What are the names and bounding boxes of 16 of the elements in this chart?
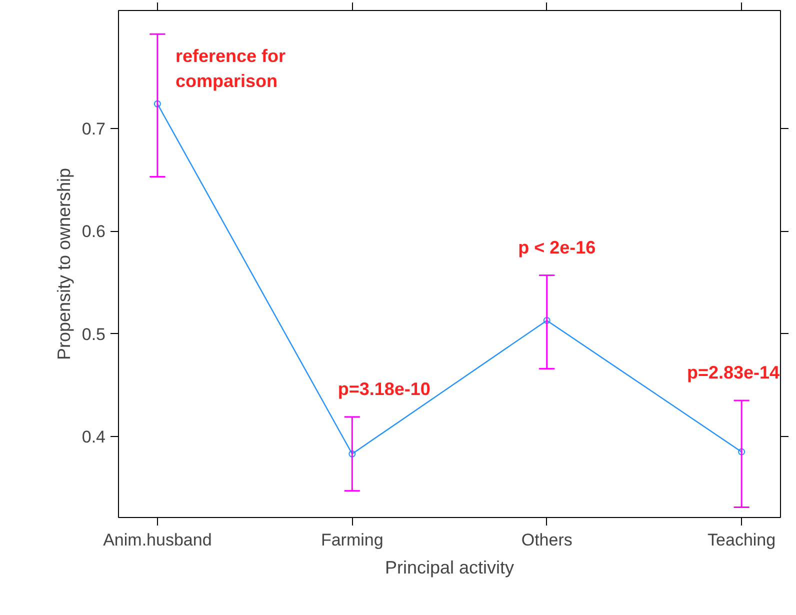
- x-tick-label: Teaching: [708, 530, 776, 550]
- y-tick-label: 0.6: [82, 222, 106, 242]
- x-axis-title: Principal activity: [384, 558, 514, 578]
- y-tick-label: 0.5: [82, 324, 106, 344]
- annotation: p=3.18e-10: [338, 378, 430, 399]
- y-tick-label: 0.4: [82, 427, 106, 446]
- point: [348, 450, 356, 458]
- annotation: reference for comparison: [175, 46, 286, 92]
- x-tick-label: Anim.husband: [103, 530, 212, 550]
- point: [543, 316, 550, 324]
- x-tick-label: Farming: [320, 530, 384, 550]
- x-tick-label: Others: [521, 530, 572, 550]
- y-axis-title: Propensity to ownership: [54, 168, 74, 360]
- annotation: p < 2e-16: [518, 237, 596, 258]
- y-tick-label: 0.7: [82, 120, 106, 139]
- annotation: p=2.83e-14: [686, 362, 780, 382]
